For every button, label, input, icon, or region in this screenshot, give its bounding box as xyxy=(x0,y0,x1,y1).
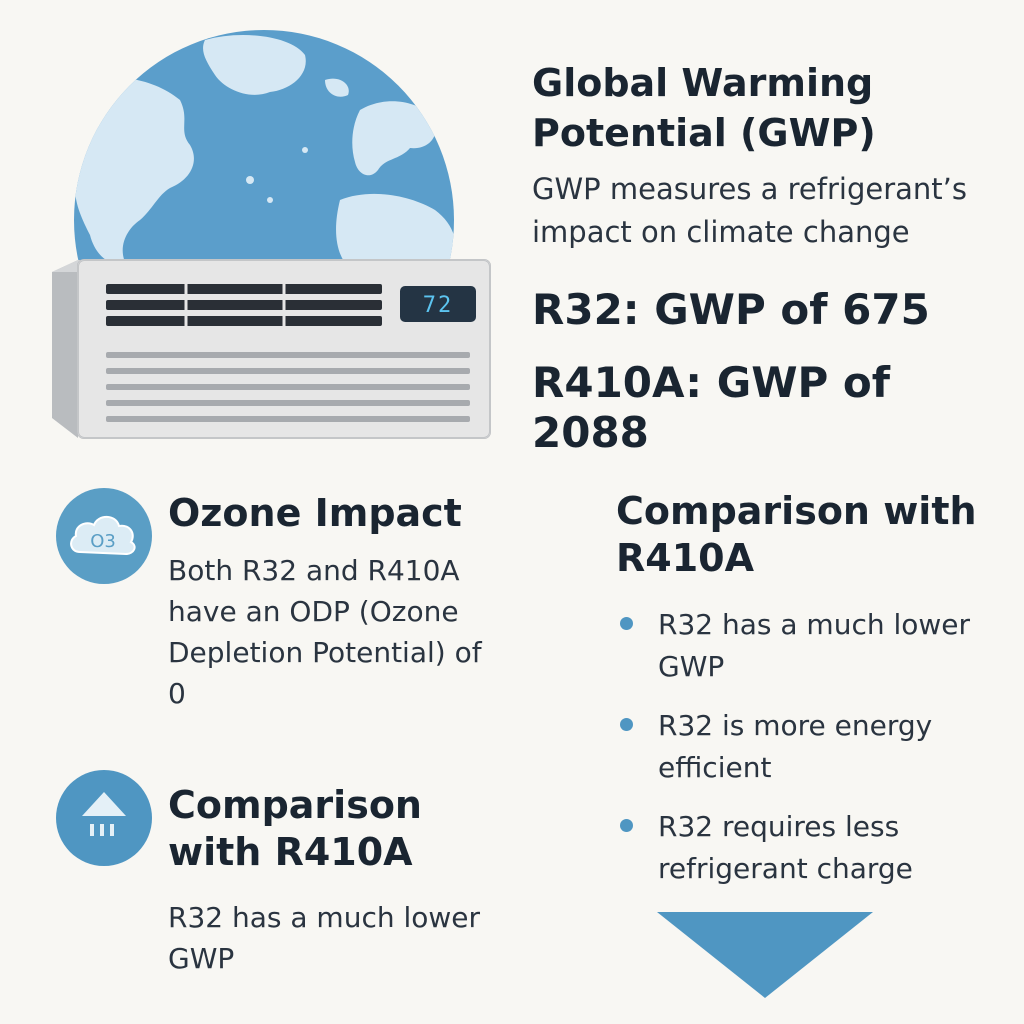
ozone-body: Both R32 and R410A have an ODP (Ozone De… xyxy=(168,554,482,710)
bullet-text: R32 requires less refrigerant charge xyxy=(658,810,913,885)
gwp-description: GWP measures a refrigerant’s impact on c… xyxy=(532,172,967,249)
bullet-icon xyxy=(620,617,633,630)
list-item: R32 is more energy efficient xyxy=(616,705,1006,789)
ozone-icon-label: O3 xyxy=(90,531,116,552)
list-item: R32 has a much lower GWP xyxy=(616,604,1006,688)
list-item: R32 requires less refrigerant charge xyxy=(616,806,1006,890)
ozone-title: Ozone Impact xyxy=(168,491,462,535)
bullet-text: R32 has a much lower GWP xyxy=(658,608,971,683)
comparison-left-title: Comparison with R410A xyxy=(168,783,422,874)
refrigerant-charge-icon xyxy=(56,770,152,866)
thermostat-display: 72 xyxy=(423,293,454,318)
comparison-left-body: R32 has a much lower GWP xyxy=(168,901,481,975)
down-arrow-icon xyxy=(657,912,873,998)
gwp-title: Global Warming Potential (GWP) xyxy=(532,61,876,155)
ozone-cloud-icon: O3 xyxy=(56,488,152,584)
gwp-stat-r410a: R410A: GWP of 2088 xyxy=(532,358,891,457)
comparison-bullet-list: R32 has a much lower GWP R32 is more ene… xyxy=(616,604,1006,907)
comparison-right-title: Comparison with R410A xyxy=(616,489,977,580)
gwp-stat-r32: R32: GWP of 675 xyxy=(532,285,930,334)
hero-illustration: 72 xyxy=(52,30,491,439)
bullet-icon xyxy=(620,718,633,731)
bullet-icon xyxy=(620,819,633,832)
bullet-text: R32 is more energy efficient xyxy=(658,709,933,784)
air-conditioner-icon xyxy=(52,259,491,439)
